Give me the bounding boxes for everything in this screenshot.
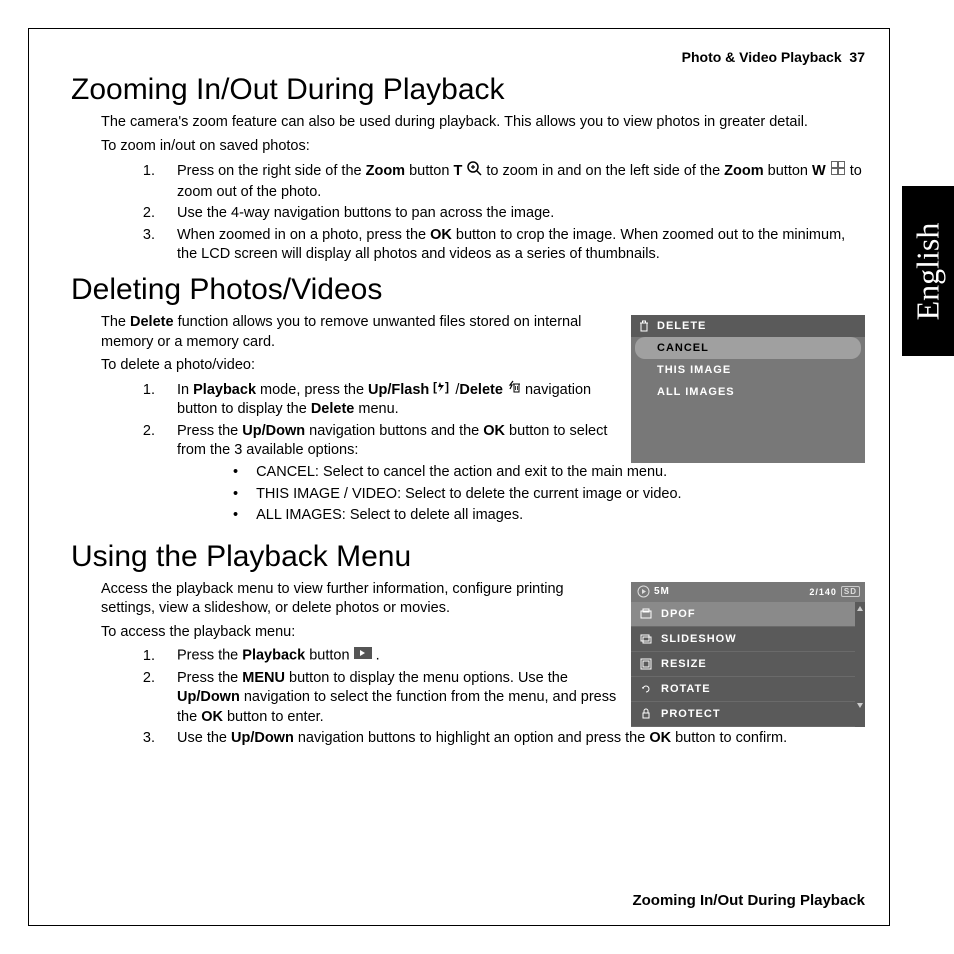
section3-heading: Using the Playback Menu <box>71 540 865 574</box>
section1-heading: Zooming In/Out During Playback <box>71 73 865 107</box>
scroll-indicator <box>855 602 865 727</box>
language-tab: English <box>902 186 954 356</box>
chapter-title: Photo & Video Playback <box>682 49 842 65</box>
option-this-image: THIS IMAGE / VIDEO: Select to delete the… <box>215 485 865 505</box>
language-label: English <box>910 222 947 320</box>
playback-button-icon <box>354 646 372 666</box>
slideshow-icon <box>639 632 653 646</box>
svg-text:[: [ <box>433 380 437 394</box>
play-circle-icon <box>636 585 650 599</box>
resize-icon <box>639 657 653 671</box>
option-cancel: CANCEL: Select to cancel the action and … <box>215 463 865 483</box>
zoom-out-grid-icon <box>830 160 846 183</box>
page-header: Photo & Video Playback 37 <box>71 49 865 65</box>
playback-menu-statusbar: 5M 2/140 SD <box>631 582 865 602</box>
image-counter: 2/140 <box>809 587 837 597</box>
sd-card-badge: SD <box>841 586 860 597</box>
delete-menu-screenshot: DELETE CANCEL THIS IMAGE ALL IMAGES <box>631 315 865 463</box>
delete-menu-header: DELETE <box>631 315 865 337</box>
menu-item-rotate: ROTATE <box>631 677 855 702</box>
menu-item-all-images: ALL IMAGES <box>631 381 865 403</box>
footer-title: Zooming In/Out During Playback <box>632 892 865 909</box>
dpof-icon <box>639 607 653 621</box>
section1-step3: When zoomed in on a photo, press the OK … <box>159 226 865 265</box>
menu-item-slideshow: SLIDESHOW <box>631 627 855 652</box>
playback-menu-screenshot: 5M 2/140 SD DPOF SLIDESHOW <box>631 582 865 727</box>
protect-icon <box>639 707 653 721</box>
section2-options: CANCEL: Select to cancel the action and … <box>177 463 865 526</box>
resolution-label: 5M <box>654 586 670 597</box>
section3-step3: Use the Up/Down navigation buttons to hi… <box>159 729 865 749</box>
menu-item-cancel: CANCEL <box>635 337 861 359</box>
magnify-plus-icon <box>466 160 482 183</box>
section1-step2: Use the 4-way navigation buttons to pan … <box>159 204 865 224</box>
flash-icon: [] <box>433 380 451 401</box>
section1-body: The camera's zoom feature can also be us… <box>101 113 865 265</box>
section1-steps: Press on the right side of the Zoom butt… <box>101 160 865 265</box>
delete-icon <box>507 380 521 401</box>
delete-menu-title: DELETE <box>657 320 706 332</box>
section1-intro: The camera's zoom feature can also be us… <box>101 113 865 133</box>
section2-heading: Deleting Photos/Videos <box>71 273 865 307</box>
rotate-icon <box>639 682 653 696</box>
menu-item-this-image: THIS IMAGE <box>631 359 865 381</box>
trash-icon <box>637 319 651 333</box>
page-number: 37 <box>849 49 865 65</box>
section1-lead: To zoom in/out on saved photos: <box>101 137 865 157</box>
page-frame: Photo & Video Playback 37 Zooming In/Out… <box>28 28 890 926</box>
option-all-images: ALL IMAGES: Select to delete all images. <box>215 506 865 526</box>
svg-text:]: ] <box>445 380 449 394</box>
section1-step1: Press on the right side of the Zoom butt… <box>159 160 865 202</box>
menu-item-protect: PROTECT <box>631 702 855 727</box>
menu-item-resize: RESIZE <box>631 652 855 677</box>
menu-item-dpof: DPOF <box>631 602 855 627</box>
